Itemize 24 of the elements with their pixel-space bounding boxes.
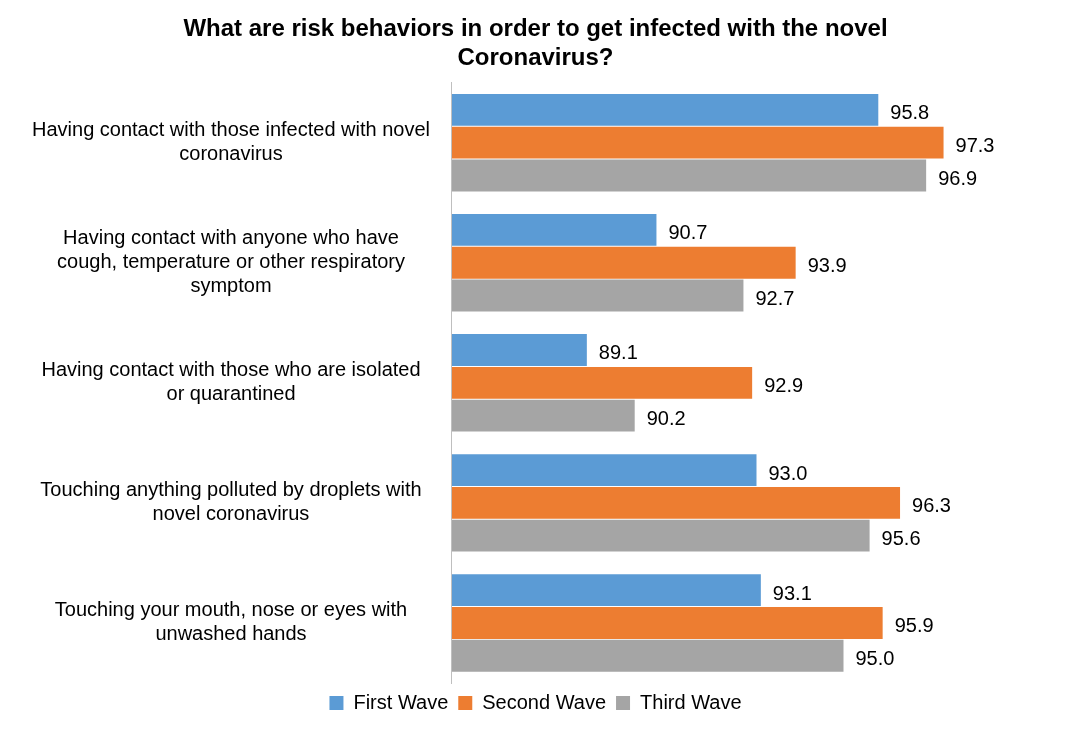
legend-label: First Wave [353, 690, 449, 713]
y-tick-label: Touching anything polluted by droplets with novel coronavirus [40, 478, 422, 525]
data-label: 95.9 [894, 614, 934, 637]
y-tick-label: Having contact with those infected with novel coronavirus [32, 118, 430, 165]
y-tick-label: Having contact with those who are isolated or quarantined [41, 358, 421, 405]
data-label: 96.3 [912, 494, 951, 517]
legend-label: Second Wave [482, 690, 607, 713]
data-label: 97.3 [955, 134, 995, 157]
data-label: 95.0 [855, 647, 895, 670]
y-tick-label: Having contact with anyone who have cough, temperature or other respiratory symptom [57, 226, 405, 297]
legend-label: Third Wave [640, 690, 742, 713]
data-label: 90.7 [668, 221, 708, 244]
data-label: 89.1 [598, 341, 638, 364]
data-label: 96.9 [938, 166, 978, 189]
data-label: 90.2 [646, 407, 686, 430]
data-label: 95.8 [890, 101, 930, 124]
data-label: 92.7 [755, 287, 795, 310]
chart-title: What are risk behaviors in order to get infected with the novel Coronavirus? [183, 14, 888, 70]
data-label: 93.1 [772, 581, 812, 604]
data-label: 93.9 [807, 254, 847, 277]
y-tick-label: Touching your mouth, nose or eyes with unwashed hands [54, 598, 408, 645]
data-label: 93.0 [768, 461, 808, 484]
data-label: 92.9 [764, 374, 804, 397]
data-label: 95.6 [881, 527, 921, 550]
